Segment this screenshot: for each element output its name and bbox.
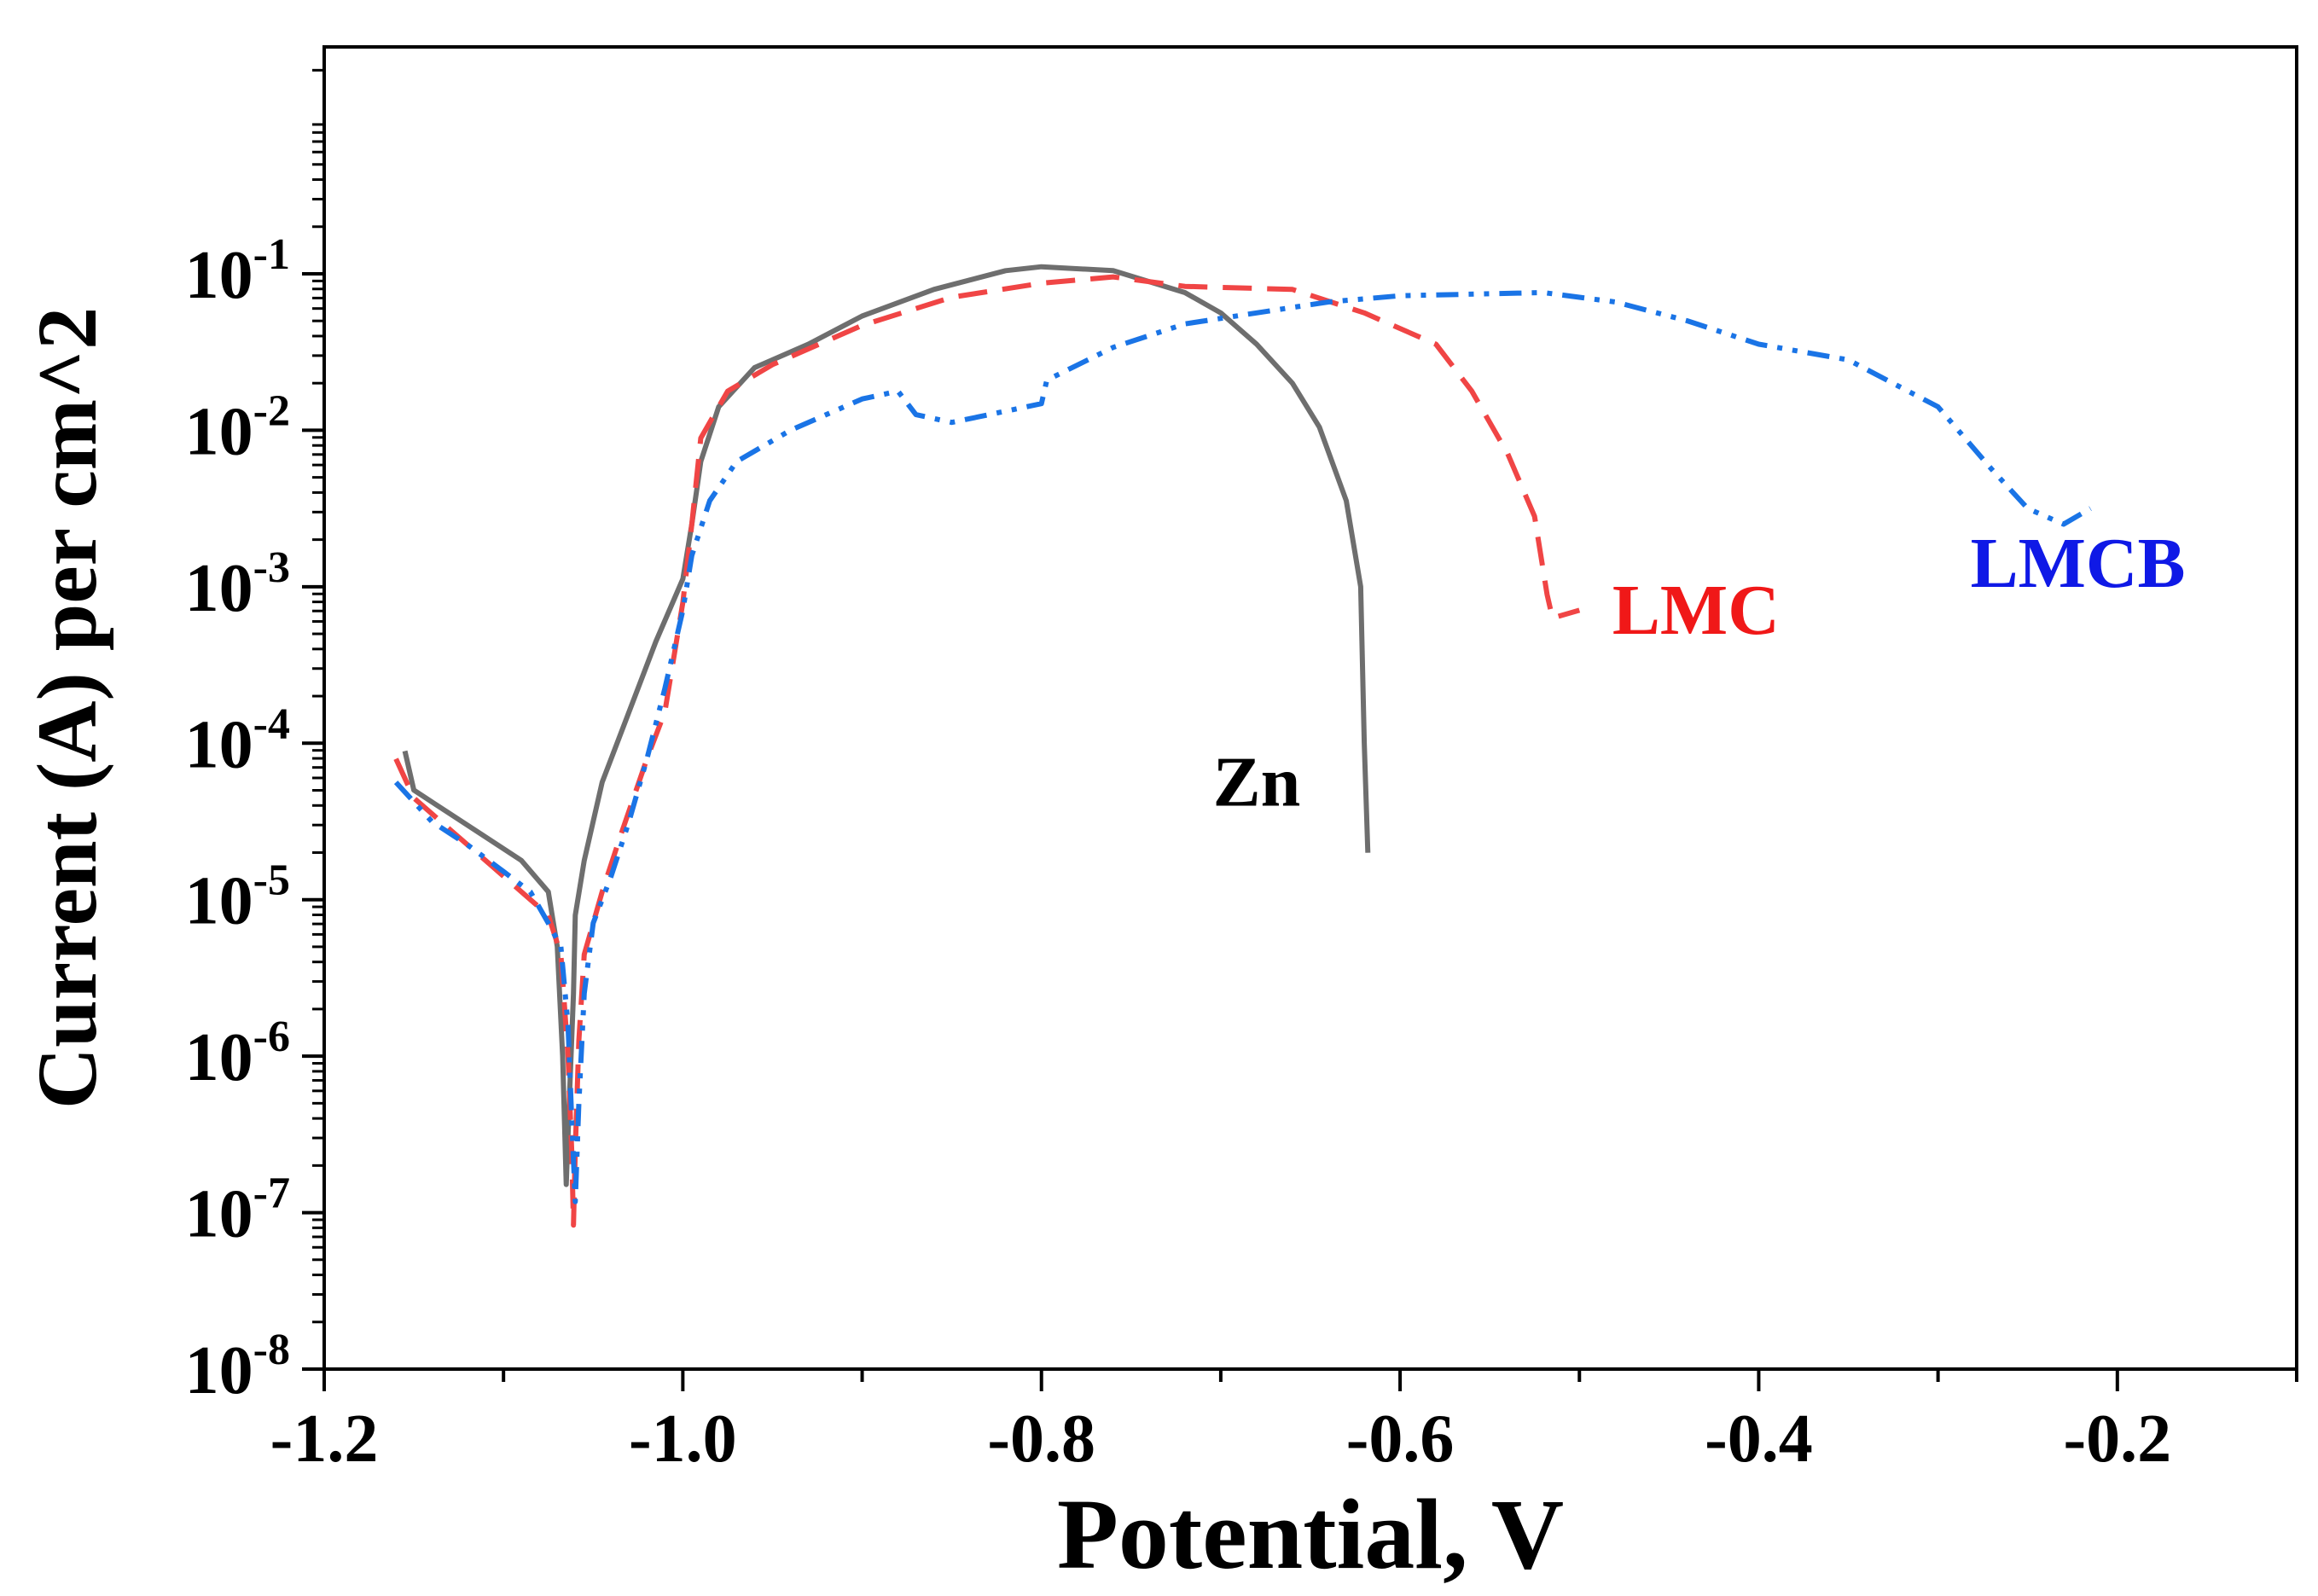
y-tick-label-exponent: -6 [253,1013,290,1061]
y-tick-label-exponent: -4 [253,699,290,748]
y-tick-label: 10-6 [185,1013,290,1095]
x-tick-label: -0.8 [987,1402,1095,1477]
x-tick-label: -1.0 [629,1402,737,1477]
series-label-lmc: LMC [1612,571,1780,650]
series-label-zn: Zn [1213,743,1301,822]
y-tick-label-exponent: -3 [253,543,290,592]
y-tick-label-base: 10 [185,238,253,313]
y-tick-label-base: 10 [185,707,253,782]
x-tick-label: -0.6 [1346,1402,1455,1477]
y-tick-label: 10-1 [185,230,290,313]
y-tick-label-base: 10 [185,864,253,939]
y-tick-label: 10-7 [185,1169,290,1252]
y-tick-label-base: 10 [185,1177,253,1252]
x-axis-title: Potential, V [1057,1478,1564,1590]
y-tick-label-exponent: -7 [253,1169,290,1218]
series-line-lmcb [393,290,2092,1204]
y-tick-label-base: 10 [185,1020,253,1095]
y-tick-label-exponent: -1 [253,230,290,279]
y-tick-label: 10-2 [185,386,290,469]
series-layer: Zn LMC LMCB [393,264,2186,1228]
series-label-lmcb: LMCB [1971,524,2186,603]
axis-layer: -1.2 -1.0 -0.8 -0.6 -0.4 -0.210-810-710-610-5… [185,68,2298,1477]
y-tick-label-exponent: -2 [253,386,290,435]
x-tick-label: -0.4 [1705,1402,1813,1477]
y-tick-label-exponent: -5 [253,856,290,905]
series-line-lmc [393,274,1581,1228]
y-tick-label-exponent: -8 [253,1326,290,1374]
x-tick-label: -1.2 [270,1402,379,1477]
plot-frame [322,45,2298,1371]
y-tick-label: 10-3 [185,543,290,626]
y-tick-label: 10-4 [185,699,290,782]
y-tick-label: 10-5 [185,856,290,939]
y-tick-label-base: 10 [185,551,253,626]
y-tick-label-base: 10 [185,394,253,469]
series-line-zn [402,264,1371,1187]
x-tick-label: -0.2 [2063,1402,2171,1477]
y-tick-label-base: 10 [185,1333,253,1408]
y-axis-title: Current (A) per cm^2 [20,307,114,1109]
y-tick-label: 10-8 [185,1326,290,1408]
